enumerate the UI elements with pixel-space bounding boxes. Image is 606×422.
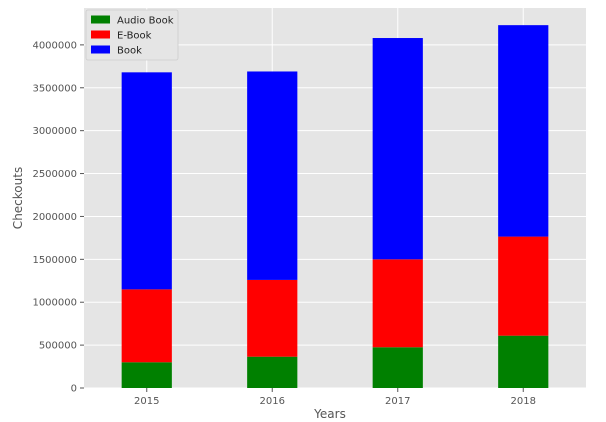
bar-e-book-2017 <box>372 259 423 348</box>
x-tick-label: 2018 <box>511 396 536 407</box>
y-tick-label: 1000000 <box>32 298 77 309</box>
x-tick-label: 2015 <box>134 396 159 407</box>
y-axis-ticks: 0 500000 1000000 1500000 2000000 2500000 30000… <box>32 40 84 395</box>
bar-e-book-2015 <box>121 289 172 363</box>
bar-book-2018 <box>498 25 549 237</box>
y-tick-label: 3000000 <box>32 126 77 137</box>
bar-e-book-2018 <box>498 236 549 336</box>
legend-swatch <box>91 45 110 54</box>
legend-label: Audio Book <box>117 16 174 27</box>
legend-items: Audio Book E-Book Book <box>91 15 174 57</box>
legend-label: Book <box>117 46 142 57</box>
y-tick-label: 500000 <box>39 341 77 352</box>
bar-book-2016 <box>247 71 298 280</box>
legend-swatch <box>91 30 110 39</box>
bar-audio-book-2018 <box>498 335 549 388</box>
legend-swatch <box>91 15 110 24</box>
y-tick-label: 1500000 <box>32 255 77 266</box>
bar-book-2017 <box>372 38 423 260</box>
y-tick-label: 2000000 <box>32 212 77 223</box>
legend-label: E-Book <box>117 31 152 42</box>
bar-audio-book-2017 <box>372 347 423 388</box>
x-axis-ticks: 2015 2016 2017 2018 <box>134 388 536 407</box>
x-tick-label: 2017 <box>385 396 410 407</box>
y-axis-title: Checkouts <box>11 167 25 229</box>
legend: Audio Book E-Book Book <box>85 9 179 61</box>
y-tick-label: 4000000 <box>32 40 77 51</box>
x-axis-title: Years <box>313 407 346 421</box>
bar-e-book-2016 <box>247 279 298 357</box>
x-tick-label: 2016 <box>260 396 285 407</box>
y-tick-label: 2500000 <box>32 169 77 180</box>
bar-audio-book-2015 <box>121 362 172 388</box>
y-tick-label: 3500000 <box>32 83 77 94</box>
y-tick-label: 0 <box>71 384 77 395</box>
bar-audio-book-2016 <box>247 356 298 388</box>
bars <box>121 25 549 388</box>
bar-book-2015 <box>121 72 172 290</box>
